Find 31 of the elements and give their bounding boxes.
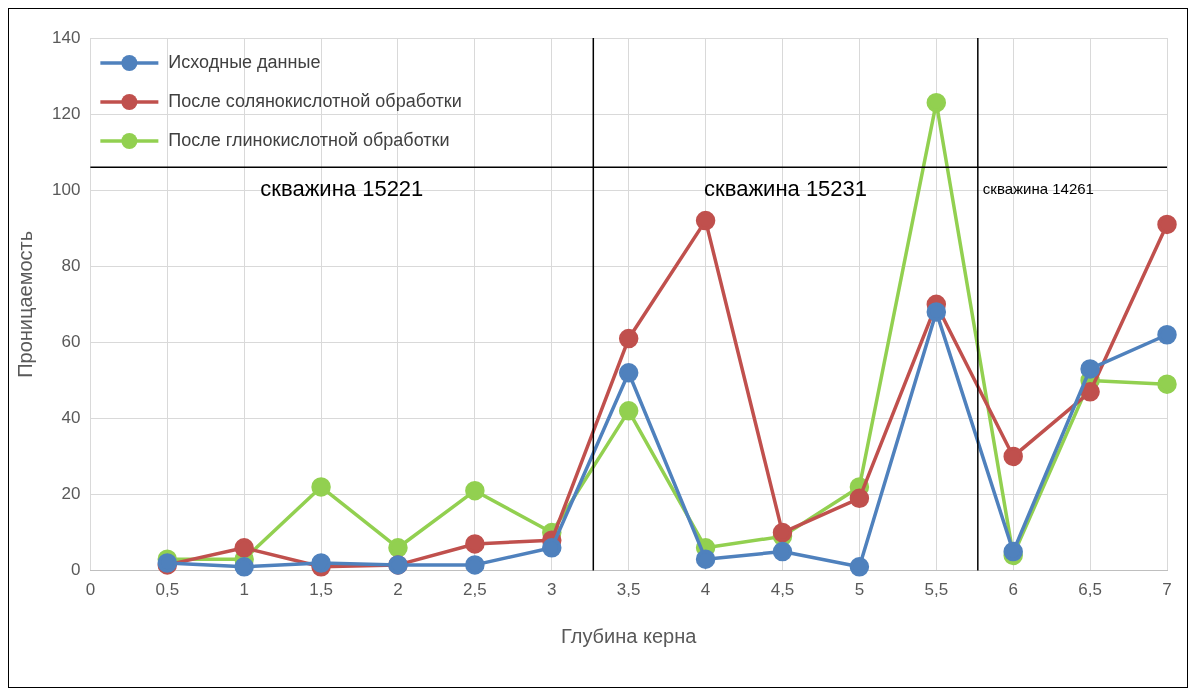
x-tick-label: 4 <box>700 580 711 600</box>
y-tick-label: 40 <box>61 408 81 428</box>
legend-label: После солянокислотной обработки <box>168 90 462 111</box>
y-tick-label: 0 <box>70 560 81 580</box>
y-tick-label: 60 <box>61 332 81 352</box>
x-tick-label: 0 <box>85 580 96 600</box>
annotation: скважина 15231 <box>704 176 868 202</box>
x-tick-label: 6,5 <box>1078 580 1102 600</box>
x-tick-label: 6 <box>1008 580 1018 600</box>
x-tick-label: 3 <box>547 580 557 600</box>
y-axis-title: Проницаемость <box>13 230 36 378</box>
x-tick-label: 3,5 <box>616 580 641 600</box>
y-tick-label: 20 <box>61 484 81 504</box>
y-tick-label: 120 <box>51 103 81 123</box>
x-axis-title: Глубина керна <box>561 624 698 647</box>
annotation: скважина 14261 <box>982 180 1094 198</box>
x-tick-label: 5 <box>854 580 865 600</box>
x-tick-label: 4,5 <box>770 580 795 600</box>
legend-label: После глинокислотной обработки <box>168 129 450 150</box>
y-tick-label: 80 <box>61 255 81 275</box>
x-tick-label: 0,5 <box>155 580 180 600</box>
x-tick-label: 1,5 <box>309 580 333 600</box>
x-tick-label: 5,5 <box>924 580 949 600</box>
y-tick-label: 100 <box>51 179 81 199</box>
x-tick-label: 1 <box>239 580 249 600</box>
x-tick-label: 2,5 <box>463 580 487 600</box>
x-tick-label: 2 <box>393 580 403 600</box>
legend-label: Исходные данные <box>168 51 321 72</box>
x-tick-label: 7 <box>1162 580 1172 600</box>
y-tick-label: 140 <box>51 27 81 47</box>
annotation: скважина 15221 <box>260 176 424 202</box>
